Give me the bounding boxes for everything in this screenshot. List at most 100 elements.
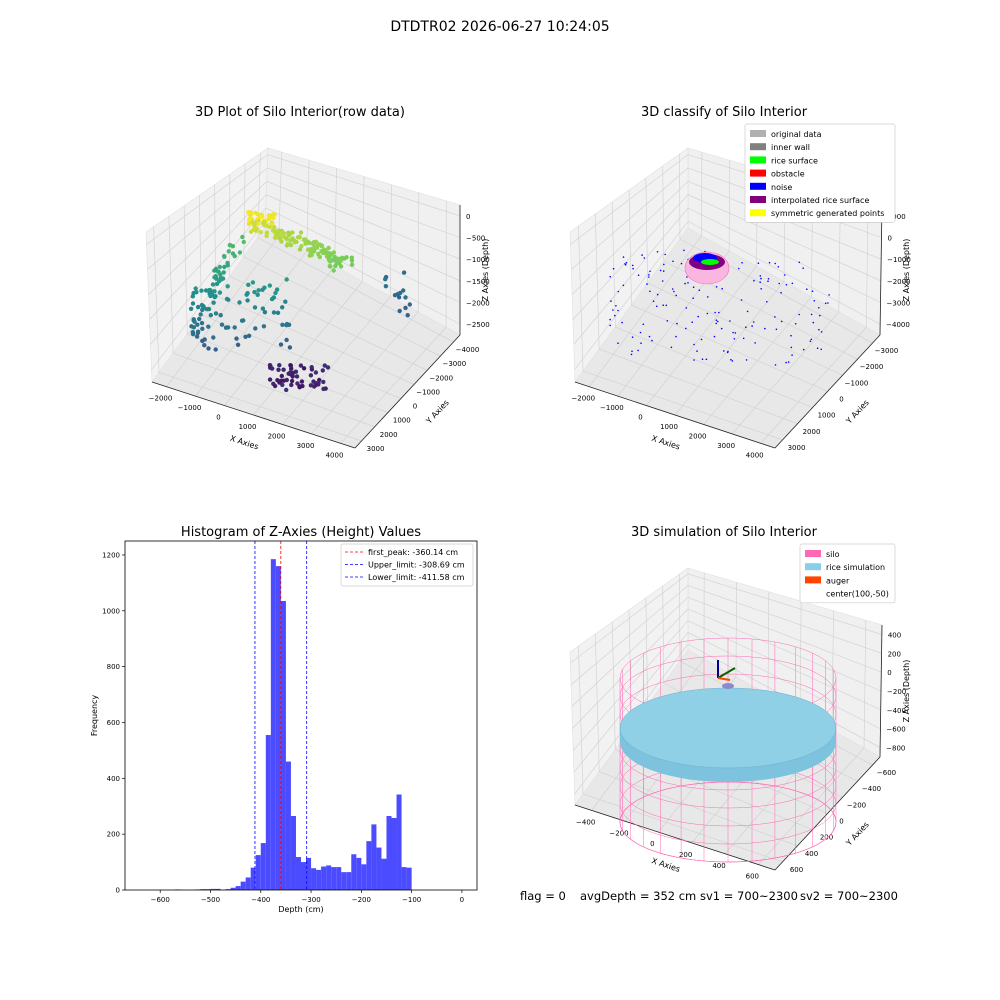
noise-point <box>798 313 800 316</box>
raw-data-point <box>297 385 302 390</box>
y-tick-label: −400 <box>862 785 881 793</box>
raw-data-point <box>214 281 220 287</box>
noise-point <box>615 305 617 307</box>
z-tick-label: −1000 <box>887 256 911 264</box>
raw-data-point <box>281 367 286 372</box>
y-axis-label: Y Axies <box>424 398 451 426</box>
noise-point <box>652 300 655 303</box>
y-tick-label: 1000 <box>102 607 120 615</box>
grid-y-line <box>153 226 362 442</box>
noise-point <box>656 305 658 308</box>
noise-point <box>764 327 766 330</box>
raw-data-point <box>226 297 231 302</box>
raw-data-point <box>208 293 213 299</box>
x-axis-line <box>151 381 356 449</box>
histogram-bar <box>366 841 372 890</box>
histogram-bar <box>396 794 402 890</box>
raw-data-point <box>197 316 202 322</box>
histogram-bar <box>240 881 246 890</box>
noise-point <box>685 307 688 309</box>
raw-data-point <box>331 268 336 273</box>
grid-z-line <box>150 207 461 345</box>
raw-data-point <box>193 286 198 291</box>
raw-data-point <box>298 230 304 235</box>
y-tick-label: 2000 <box>380 431 398 439</box>
noise-point <box>622 256 625 258</box>
histogram-bar <box>205 889 211 890</box>
noise-point <box>625 262 628 264</box>
raw-data-point <box>275 310 281 315</box>
noise-point <box>622 284 625 287</box>
raw-data-point <box>264 233 269 239</box>
raw-data-point <box>217 264 222 270</box>
raw-data-point <box>289 382 294 388</box>
raw-data-point <box>252 305 258 310</box>
grid-y-line <box>611 201 813 408</box>
noise-point <box>766 301 768 303</box>
z-axis-label: Z Axies (Depth) <box>902 660 911 723</box>
y-tick-label: 600 <box>107 719 120 727</box>
noise-point <box>818 328 820 331</box>
noise-point <box>784 274 786 276</box>
legend-label: inner wall <box>771 143 810 152</box>
noise-point <box>637 274 640 277</box>
raw-data-point <box>202 343 207 348</box>
noise-point <box>617 309 619 312</box>
noise-point <box>819 314 821 317</box>
raw-data-point <box>266 216 271 222</box>
histogram-bar <box>336 867 342 890</box>
noise-point <box>675 294 677 297</box>
noise-point <box>780 291 782 294</box>
raw-data-point <box>235 342 241 347</box>
z-tick-label: 0 <box>888 235 892 243</box>
x-tick-label: 0 <box>460 896 464 904</box>
histogram-bar <box>351 854 357 890</box>
x-tick-label: 2000 <box>268 432 286 440</box>
legend-swatch <box>750 169 766 177</box>
z-tick-label: −800 <box>886 745 905 753</box>
noise-point <box>648 335 651 338</box>
noise-point <box>715 322 717 325</box>
histogram-bar <box>230 887 236 890</box>
noise-point <box>630 353 633 356</box>
legend-label: Upper_limit: -308.69 cm <box>368 561 465 570</box>
noise-point <box>759 281 761 284</box>
legend-swatch <box>750 143 766 151</box>
raw-data-point <box>260 287 265 292</box>
z-tick-label: −400 <box>887 707 906 715</box>
x-axis-label: X Axies <box>650 434 681 452</box>
raw-data-point <box>195 330 201 336</box>
noise-point <box>754 342 756 344</box>
raw-data-point <box>252 223 257 228</box>
histogram-bar <box>406 867 412 890</box>
noise-point <box>656 293 659 296</box>
x-tick-label: −2000 <box>149 395 173 403</box>
noise-point <box>820 331 823 333</box>
raw-data-point <box>190 331 196 337</box>
raw-data-point <box>310 241 315 246</box>
x-tick-label: 1000 <box>239 423 257 431</box>
histogram-bar <box>326 865 332 890</box>
raw-data-point <box>290 374 295 379</box>
x-axis-line <box>574 381 776 449</box>
histogram-bar <box>391 817 397 890</box>
noise-point <box>732 331 734 334</box>
x-tick-label: −2000 <box>571 395 595 403</box>
raw-data-point <box>405 313 410 318</box>
raw-data-point <box>246 282 251 287</box>
raw-data-point <box>260 306 266 311</box>
raw-data-point <box>307 253 312 258</box>
raw-data-point <box>232 253 237 259</box>
legend-box <box>744 123 896 223</box>
raw-data-point <box>272 235 278 240</box>
raw-data-point <box>222 264 227 270</box>
raw-data-point <box>246 221 252 227</box>
noise-point <box>624 263 626 265</box>
noise-point <box>617 290 620 293</box>
grid-z-line <box>146 154 461 245</box>
noise-point <box>720 327 723 330</box>
raw-data-point <box>241 239 246 245</box>
noise-point <box>666 320 669 322</box>
noise-point <box>738 267 740 270</box>
x-tick-label: −500 <box>201 896 220 904</box>
